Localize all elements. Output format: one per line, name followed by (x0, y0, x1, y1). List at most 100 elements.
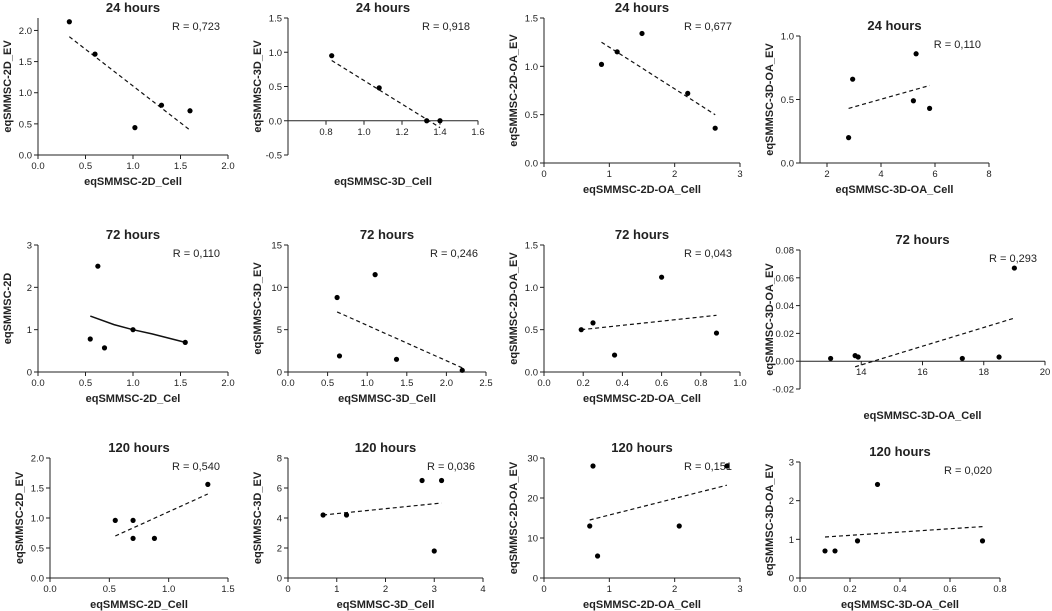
x-axis-label: eqSMMSC-3D-OA_Cell (836, 184, 954, 196)
regression-line (589, 484, 728, 521)
y-tick-label: 1.0 (19, 88, 32, 99)
y-tick-label: 8 (277, 454, 282, 465)
x-axis-label: eqSMMSC-2D-OA_Cell (583, 184, 701, 196)
y-tick-label: 6 (277, 484, 282, 495)
y-tick-label: 1.5 (31, 484, 44, 495)
scatter-panel: 24 hours 0.8 1.0 1.2 1.4 1.6 -0.5 0.0 0.5 1.0 1.5 e… (252, 0, 485, 188)
x-tick-label: 1.0 (126, 161, 139, 172)
data-point (87, 336, 93, 342)
y-tick-label: 20 (527, 494, 538, 505)
x-tick-label: 2.0 (440, 378, 453, 389)
y-tick-label: 10 (271, 283, 282, 294)
data-point (639, 30, 645, 37)
regression-line (68, 36, 191, 131)
data-point (913, 51, 919, 57)
data-point (438, 477, 445, 484)
data-point (376, 85, 382, 91)
data-point (578, 327, 584, 333)
data-point (336, 353, 343, 359)
y-axis-label: eqSMMSC-3D-OA_EV (764, 263, 776, 376)
data-point (822, 548, 828, 554)
r-value-label: R = 0,110 (173, 248, 220, 260)
x-tick-label: 2 (824, 169, 829, 180)
y-tick-label: 0 (789, 574, 794, 585)
x-tick-label: 4 (480, 584, 485, 595)
data-point (205, 481, 211, 487)
y-tick-label: 1.5 (525, 241, 538, 252)
x-tick-label: 0 (285, 584, 290, 595)
scatter-panel: 72 hours 0.0 0.2 0.4 0.6 0.8 1.0 0.0 0.5 1.0 1.5 eq… (508, 227, 747, 405)
y-tick-label: 0.5 (781, 95, 794, 106)
y-axis-label: eqSMMSC-2D_EV (2, 40, 14, 133)
x-axis-label: eqSMMSC-2D-OA_Cell (583, 393, 701, 405)
x-tick-label: 1.0 (126, 378, 139, 389)
y-tick-label: 1.0 (31, 514, 44, 525)
data-point (828, 355, 834, 362)
r-value-label: R = 0,110 (934, 39, 981, 51)
x-tick-label: 0.2 (577, 378, 590, 389)
data-point (182, 339, 188, 345)
x-tick-label: 1.0 (357, 127, 370, 138)
y-tick-label: 1.5 (269, 14, 282, 25)
panel-title: 120 hours (869, 444, 930, 459)
data-point (95, 263, 101, 269)
scatter-panel: 72 hours 14 16 18 20 -0.02 0.00 0.02 0.04 0.06 0.0… (764, 232, 1050, 422)
x-axis-label: eqSMMSC-3D_Cell (337, 599, 435, 611)
r-value-label: R = 0,043 (684, 248, 732, 260)
x-tick-label: 1.5 (174, 378, 187, 389)
scatter-panel: 120 hours 0.0 0.5 1.0 1.5 0.0 0.5 1.0 1.5 2.0 eqSM… (14, 440, 235, 611)
regression-line (824, 526, 983, 538)
y-tick-label: 0.0 (525, 368, 538, 379)
data-point (459, 367, 465, 373)
x-tick-label: 0.0 (281, 378, 294, 389)
y-tick-label: 1 (789, 535, 794, 546)
data-point (419, 477, 425, 484)
data-point (846, 135, 852, 141)
y-tick-label: -0.5 (266, 151, 282, 162)
y-tick-label: 1.5 (19, 57, 32, 68)
data-point (329, 53, 335, 59)
data-point (151, 535, 158, 542)
data-point (437, 118, 443, 124)
x-tick-label: 1.0 (733, 378, 746, 389)
x-tick-label: 18 (978, 367, 989, 378)
data-point (92, 51, 98, 57)
y-tick-label: 0.00 (776, 357, 795, 368)
x-tick-label: 1.6 (471, 127, 484, 138)
r-value-label: R = 0,020 (944, 465, 992, 477)
y-tick-label: 1 (27, 325, 32, 336)
x-axis-label: eqSMMSC-3D-OA_Cell (841, 599, 959, 611)
x-tick-label: 0 (541, 584, 546, 595)
panel-title: 72 hours (360, 227, 414, 242)
data-point (611, 352, 618, 358)
x-tick-label: 2.0 (221, 378, 234, 389)
x-tick-label: 0 (541, 169, 546, 180)
y-axis-label: eqSMMSC-3D-OA_EV (764, 463, 776, 576)
x-axis-label: eqSMMSC-2D-OA_Cell (583, 599, 701, 611)
regression-line (601, 41, 716, 116)
data-point (979, 538, 986, 544)
scatter-panel: 24 hours 0 1 2 3 0.0 0.5 1.0 1.5 eqSMMSC-2D-OA_Ce… (508, 0, 743, 196)
x-tick-label: 2 (672, 169, 677, 180)
x-tick-label: 16 (917, 367, 928, 378)
y-axis-label: eqSMMSC-2D-OA_EV (508, 34, 520, 147)
data-point (614, 49, 620, 55)
x-tick-label: 0.0 (793, 584, 806, 595)
regression-line (336, 311, 463, 369)
y-tick-label: 2 (789, 496, 794, 507)
x-tick-label: 0.5 (79, 161, 92, 172)
x-tick-label: 0.4 (893, 584, 906, 595)
data-point (587, 523, 593, 529)
r-value-label: R = 0,246 (430, 248, 478, 260)
scatter-panel: 120 hours 0 1 2 3 4 0 2 4 6 8 eqSMMSC-3D_Cell eqSMMS… (252, 440, 486, 611)
y-tick-label: 0.5 (31, 544, 44, 555)
r-value-label: R = 0,293 (989, 253, 1037, 265)
y-tick-label: 0.0 (31, 574, 44, 585)
data-point (372, 272, 378, 278)
regression-line (331, 59, 441, 129)
y-tick-label: 3 (27, 241, 32, 252)
y-axis-label: eqSMMSC-3D_EV (252, 471, 264, 564)
y-tick-label: 0.0 (525, 159, 538, 170)
data-point (854, 538, 861, 544)
data-point (910, 98, 917, 104)
